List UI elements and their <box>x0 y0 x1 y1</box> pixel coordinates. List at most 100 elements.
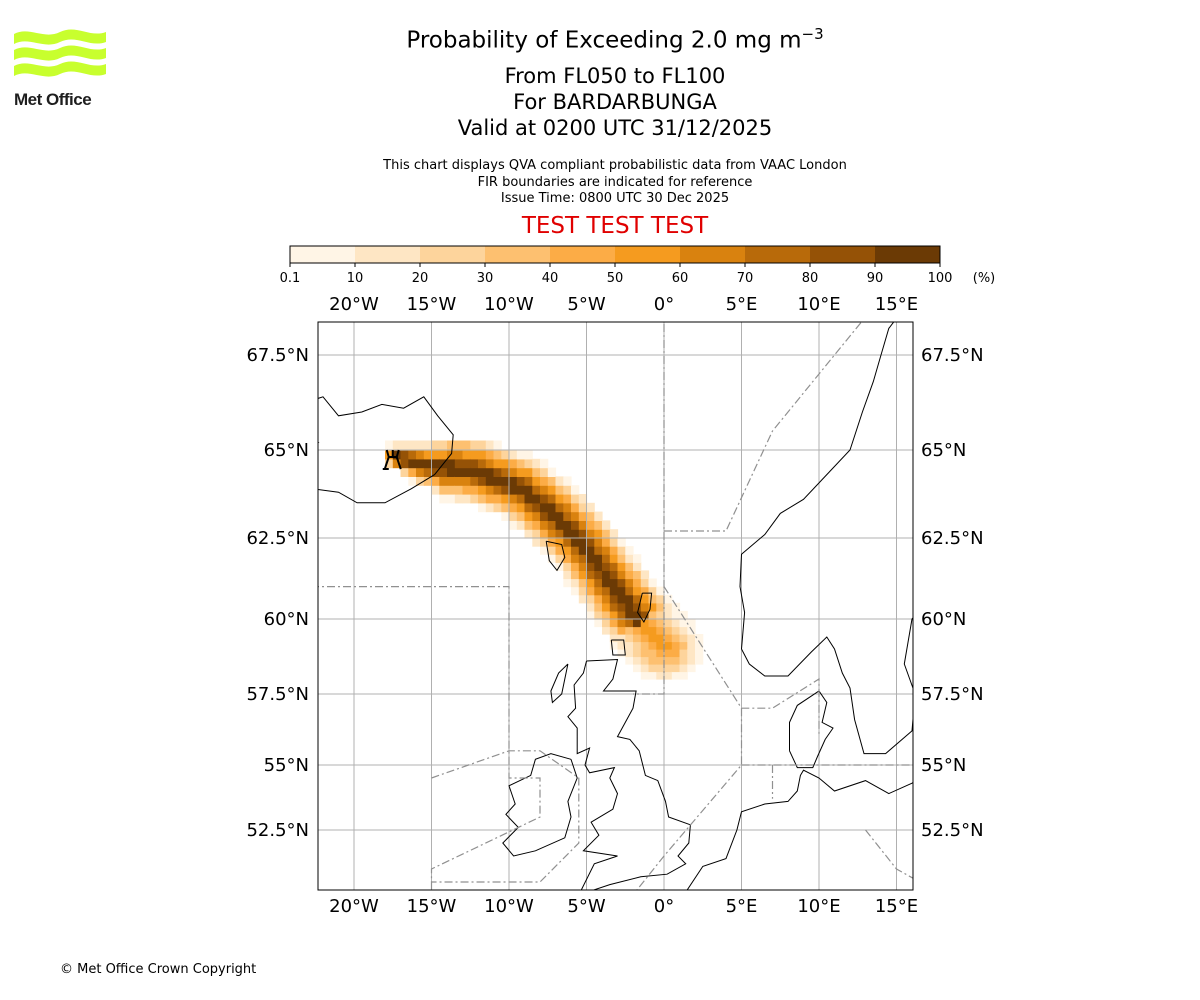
plume-cell <box>540 520 549 530</box>
plume-cell <box>578 520 588 530</box>
plume-cell <box>571 494 580 504</box>
plume-cell <box>532 529 541 539</box>
plume-cell <box>656 641 665 650</box>
lat-label-right: 55°N <box>921 755 966 776</box>
ash-plume <box>385 440 704 680</box>
plume-cell <box>602 554 611 563</box>
coast-ireland <box>502 753 578 857</box>
plume-cell <box>633 626 642 635</box>
plume-cell <box>679 656 688 665</box>
map-content <box>318 322 913 890</box>
plume-cell <box>563 511 572 521</box>
plume-cell <box>664 664 673 673</box>
plume-cell <box>648 641 657 650</box>
plume-cell <box>501 467 510 477</box>
lon-label-bottom: 0° <box>654 896 674 917</box>
plume-cell <box>563 520 572 530</box>
colorbar-segment <box>745 246 811 263</box>
plume-cell <box>540 467 549 477</box>
colorbar-tick-label: 100 <box>928 271 953 286</box>
colorbar-segment <box>355 246 421 263</box>
plume-cell <box>400 467 409 477</box>
plume-cell <box>625 656 634 665</box>
plume-cell <box>478 458 487 469</box>
plume-cell <box>578 570 588 580</box>
flight-levels: From FL050 to FL100 <box>504 64 726 88</box>
colorbar-tick-label: 50 <box>607 271 624 286</box>
plume-cell <box>640 578 650 588</box>
plume-cell <box>524 476 533 486</box>
colorbar-segment <box>680 246 746 263</box>
plume-cell <box>602 578 611 588</box>
lat-label-right: 67.5°N <box>921 345 984 366</box>
plume-cell <box>586 570 595 580</box>
plume-cell <box>447 458 456 469</box>
plume-cell <box>555 529 564 539</box>
plume-cell <box>439 485 448 495</box>
colorbar-segment <box>290 246 356 263</box>
plume-cell <box>586 529 595 539</box>
plume-cell <box>594 594 603 604</box>
subtitle-line-1: This chart displays QVA compliant probab… <box>383 158 847 173</box>
plume-cell <box>493 450 502 460</box>
plume-cell <box>664 626 673 635</box>
lon-label-top: 15°W <box>407 294 457 315</box>
lat-label-right: 57.5°N <box>921 684 984 705</box>
plume-cell <box>633 619 642 628</box>
plume-cell <box>586 610 595 620</box>
plume-cell <box>400 450 409 460</box>
plume-cell <box>664 649 673 658</box>
plume-cell <box>671 634 681 643</box>
plume-cell <box>609 602 619 612</box>
plume-cell <box>617 626 626 635</box>
plume-cell <box>671 641 681 650</box>
plume-cell <box>416 440 425 451</box>
plume-cell <box>594 578 603 588</box>
plume-cell <box>617 594 626 604</box>
plume-cell <box>547 476 557 486</box>
plume-cell <box>687 641 696 650</box>
plume-cell <box>431 467 440 477</box>
plume-cell <box>578 511 588 521</box>
plume-cell <box>555 520 564 530</box>
lon-label-top: 10°E <box>797 294 840 315</box>
plume-cell <box>602 586 611 596</box>
plume-cell <box>656 594 665 604</box>
coast-great-britain <box>567 658 691 890</box>
plume-cell <box>671 626 681 635</box>
plume-cell <box>602 546 611 555</box>
plume-cell <box>609 641 619 650</box>
plume-cell <box>602 529 611 539</box>
plume-cell <box>547 554 557 563</box>
plume-cell <box>501 485 510 495</box>
plume-cell <box>640 594 650 604</box>
plume-cell <box>656 619 665 628</box>
plume-cell <box>532 494 541 504</box>
title-text: Probability of Exceeding 2.0 mg m <box>406 27 802 54</box>
plume-cell <box>594 586 603 596</box>
plume-cell <box>439 440 448 451</box>
plume-cell <box>392 440 402 451</box>
plume-cell <box>431 440 440 451</box>
plume-cell <box>509 476 518 486</box>
coastlines <box>318 322 913 890</box>
lat-label-left: 55°N <box>264 755 309 776</box>
plume-cell <box>509 467 518 477</box>
plume-cell <box>408 467 417 477</box>
plume-cell <box>656 610 665 620</box>
plume-cell <box>470 458 479 469</box>
plume-cell <box>516 485 526 495</box>
graticule <box>318 322 913 890</box>
plume-cell <box>656 649 665 658</box>
plume-cell <box>385 440 394 451</box>
lat-label-left: 52.5°N <box>246 820 309 841</box>
plume-cell <box>563 502 572 513</box>
plume-cell <box>586 578 595 588</box>
plume-cell <box>586 562 595 571</box>
plume-cell <box>602 538 611 547</box>
plume-cell <box>679 626 688 635</box>
plume-cell <box>485 440 495 451</box>
subtitle-line-2: FIR boundaries are indicated for referen… <box>477 174 753 190</box>
plume-cell <box>617 562 626 571</box>
plume-cell <box>625 554 634 563</box>
